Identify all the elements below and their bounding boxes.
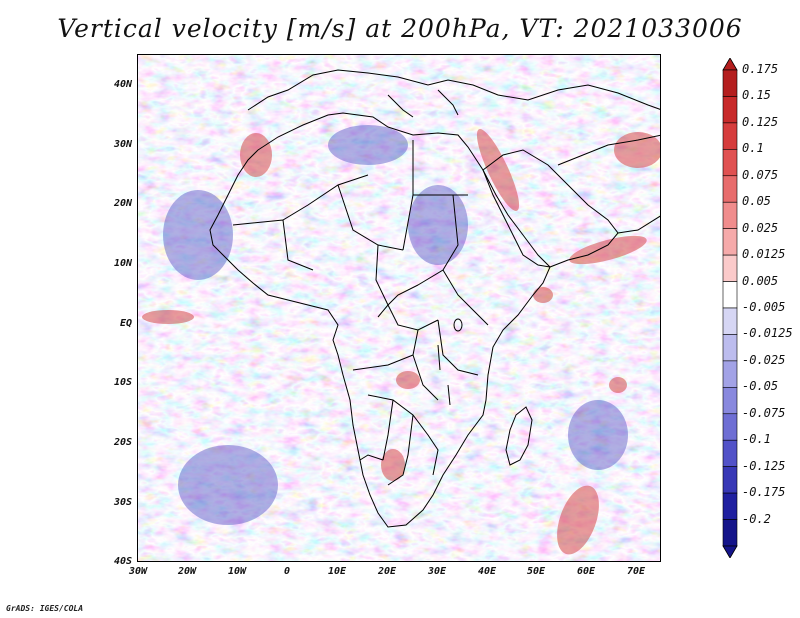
lon-label-20w: 20W — [177, 566, 197, 577]
lake-victoria — [453, 318, 463, 332]
colorbar-tick-label: 0.175 — [742, 62, 779, 76]
colorbar-tick-label: 0.125 — [742, 114, 779, 129]
asia-coastline — [557, 134, 660, 234]
colorbar-swatch — [722, 254, 738, 282]
colorbar-swatch — [722, 307, 738, 335]
lon-label-30e: 30E — [427, 566, 447, 577]
colorbar-swatch — [722, 228, 738, 256]
colorbar-swatch — [722, 334, 738, 362]
colorbar-swatch — [722, 69, 738, 97]
colorbar-tick-label: 0.075 — [742, 167, 779, 182]
colorbar-swatch — [722, 519, 738, 547]
lat-label-40n: 40N — [113, 79, 132, 90]
lon-label-70e: 70E — [626, 566, 646, 577]
colorbar-swatch — [722, 360, 738, 388]
lat-label-eq: EQ — [119, 318, 132, 329]
lon-label-60e: 60E — [576, 566, 596, 577]
velocity-field-map — [138, 55, 660, 561]
lon-label-20e: 20E — [377, 566, 397, 577]
colorbar-tick-label: 0.025 — [742, 220, 779, 235]
africa-coastline — [209, 112, 551, 528]
colorbar-swatch — [722, 281, 738, 309]
downward-motion-regions — [163, 125, 628, 525]
lon-label-0: 0 — [283, 566, 291, 577]
colorbar-tick-label: -0.05 — [742, 379, 779, 394]
colorbar-tick-label: -0.1 — [742, 432, 771, 447]
colorbar-tick-label: -0.0125 — [742, 326, 793, 341]
lat-label-10n: 10N — [113, 258, 132, 269]
colorbar-tick-label: 0.15 — [742, 88, 771, 103]
lat-label-30s: 30S — [113, 497, 132, 508]
lat-label-20s: 20S — [113, 437, 132, 448]
lat-label-10s: 10S — [113, 377, 132, 388]
colorbar-tick-label: -0.075 — [742, 405, 786, 420]
lon-label-30w: 30W — [128, 566, 148, 577]
upward-motion-regions — [142, 128, 660, 555]
lon-label-10e: 10E — [327, 566, 347, 577]
madagascar-coastline — [505, 406, 533, 466]
country-borders — [232, 140, 489, 486]
lon-label-50e: 50E — [526, 566, 546, 577]
credit-text: GrADS: IGES/COLA — [6, 604, 84, 613]
colorbar-tick-label: 0.0125 — [742, 247, 786, 262]
italy-greece-coast — [387, 89, 459, 118]
colorbar-tick-label: 0.1 — [742, 141, 764, 156]
colorbar-swatch — [722, 439, 738, 467]
lat-label-20n: 20N — [113, 198, 132, 209]
europe-coastline — [247, 69, 660, 111]
arabia-coastline — [482, 149, 619, 268]
colorbar — [722, 58, 738, 558]
colorbar-swatch — [722, 122, 738, 150]
colorbar-tick-label: -0.125 — [742, 458, 786, 473]
colorbar-swatch — [722, 413, 738, 441]
lat-label-40s: 40S — [113, 556, 132, 567]
colorbar-tick-label: 0.05 — [742, 194, 771, 209]
rift-lakes — [437, 344, 451, 406]
lon-label-40e: 40E — [477, 566, 497, 577]
colorbar-tick-label: -0.2 — [742, 511, 771, 526]
coastlines-and-borders — [209, 69, 660, 528]
colorbar-swatch — [722, 492, 738, 520]
colorbar-tick-label: 0.005 — [742, 273, 779, 288]
map-panel — [137, 54, 661, 562]
colorbar-tick-label: -0.025 — [742, 352, 786, 367]
lat-label-30n: 30N — [113, 139, 132, 150]
colorbar-tick-label: -0.175 — [742, 485, 786, 500]
colorbar-swatch — [722, 149, 738, 177]
lon-label-10w: 10W — [227, 566, 247, 577]
colorbar-bottom-arrow — [722, 545, 738, 558]
colorbar-tick-label: -0.005 — [742, 300, 786, 314]
map-title: Vertical velocity [m/s] at 200hPa, VT: 2… — [57, 14, 743, 43]
colorbar-swatch — [722, 387, 738, 415]
colorbar-top-arrow — [722, 58, 738, 71]
colorbar-swatch — [722, 175, 738, 203]
colorbar-swatch — [722, 466, 738, 494]
colorbar-swatch — [722, 201, 738, 229]
colorbar-swatch — [722, 96, 738, 124]
